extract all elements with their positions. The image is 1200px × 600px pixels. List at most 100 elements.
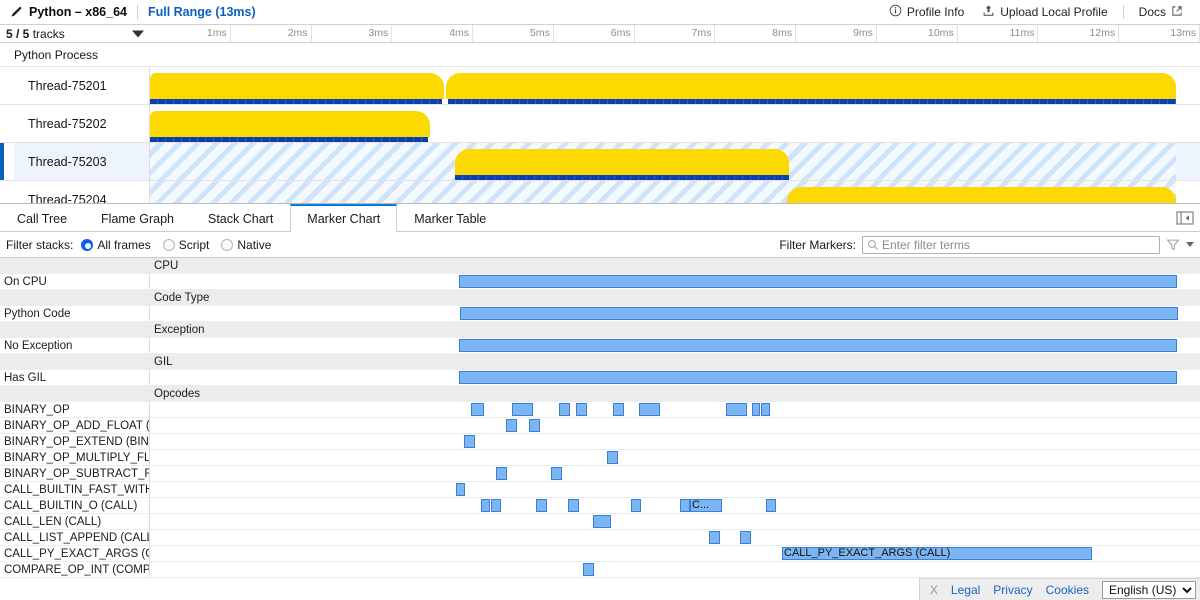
full-range-button[interactable]: Full Range (13ms) — [147, 5, 256, 19]
marker-row[interactable]: COMPARE_OP_INT (COMPA... — [0, 562, 1200, 578]
marker-row-track[interactable] — [150, 338, 1200, 353]
marker-row[interactable]: BINARY_OP_ADD_FLOAT (B... — [0, 418, 1200, 434]
marker-bar[interactable] — [496, 467, 507, 480]
marker-bar[interactable] — [593, 515, 611, 528]
marker-row-track[interactable] — [150, 530, 1200, 545]
marker-bar[interactable] — [639, 403, 660, 416]
marker-bar[interactable] — [583, 563, 594, 576]
legal-link[interactable]: Legal — [950, 582, 981, 597]
marker-row-track[interactable] — [150, 450, 1200, 465]
search-input[interactable] — [879, 236, 1159, 253]
marker-row[interactable]: BINARY_OP_SUBTRACT_FL... — [0, 466, 1200, 482]
marker-row[interactable]: BINARY_OP_EXTEND (BINA... — [0, 434, 1200, 450]
marker-bar[interactable] — [576, 403, 587, 416]
marker-bar[interactable] — [471, 403, 484, 416]
track-row[interactable]: Thread-75203 — [0, 143, 1200, 181]
marker-row[interactable]: Has GIL — [0, 370, 1200, 386]
marker-bar[interactable] — [551, 467, 562, 480]
tab-stack-chart[interactable]: Stack Chart — [207, 211, 274, 226]
marker-bar[interactable] — [456, 483, 465, 496]
marker-bar[interactable] — [766, 499, 776, 512]
marker-row-track[interactable] — [150, 562, 1200, 577]
chevron-down-icon[interactable] — [132, 30, 144, 37]
radio-script[interactable]: Script — [162, 238, 209, 252]
marker-bar[interactable] — [459, 275, 1177, 288]
radio-indicator[interactable] — [162, 238, 175, 251]
marker-row-track[interactable] — [150, 514, 1200, 529]
radio-all-frames[interactable]: All frames — [81, 238, 151, 252]
marker-row[interactable]: BINARY_OP — [0, 402, 1200, 418]
marker-bar[interactable] — [536, 499, 547, 512]
marker-row-track[interactable] — [150, 434, 1200, 449]
marker-bar[interactable] — [506, 419, 517, 432]
marker-bar[interactable] — [752, 403, 760, 416]
funnel-icon[interactable] — [1166, 238, 1180, 252]
marker-row[interactable]: CALL_LIST_APPEND (CALL) — [0, 530, 1200, 546]
sidebar-toggle-icon[interactable] — [1176, 210, 1194, 225]
marker-bar[interactable] — [460, 307, 1178, 320]
marker-bar[interactable] — [761, 403, 770, 416]
chevron-down-icon[interactable] — [1186, 242, 1194, 247]
marker-bar[interactable] — [459, 371, 1177, 384]
language-select[interactable]: English (US) — [1102, 580, 1196, 599]
radio-native[interactable]: Native — [221, 238, 271, 252]
marker-row[interactable]: CALL_PY_EXACT_ARGS (C... CALL_PY_EXACT_AR… — [0, 546, 1200, 562]
marker-row-track[interactable] — [150, 482, 1200, 497]
profile-info-button[interactable]: Profile Info — [880, 1, 973, 23]
close-icon[interactable]: X — [929, 582, 938, 597]
track-activity-graph[interactable] — [150, 67, 1200, 104]
marker-bar[interactable] — [481, 499, 490, 512]
radio-indicator[interactable] — [81, 238, 94, 251]
track-activity-graph[interactable] — [150, 143, 1200, 180]
marker-bar[interactable] — [529, 419, 540, 432]
docs-button[interactable]: Docs — [1130, 2, 1192, 23]
radio-indicator[interactable] — [221, 238, 234, 251]
marker-row-track[interactable]: C... — [150, 498, 1200, 513]
marker-bar[interactable] — [726, 403, 747, 416]
marker-row-track[interactable] — [150, 274, 1200, 289]
marker-row[interactable]: Python Code — [0, 306, 1200, 322]
track-row[interactable]: Thread-75202 — [0, 105, 1200, 143]
marker-row-track[interactable] — [150, 466, 1200, 481]
marker-bar[interactable] — [631, 499, 641, 512]
track-row[interactable]: Thread-75204 — [0, 181, 1200, 203]
track-row[interactable]: Thread-75201 — [0, 67, 1200, 105]
marker-bar[interactable] — [680, 499, 690, 512]
marker-row[interactable]: No Exception — [0, 338, 1200, 354]
marker-bar[interactable] — [709, 531, 720, 544]
marker-row-track[interactable] — [150, 402, 1200, 417]
marker-bar[interactable] — [740, 531, 751, 544]
marker-bar[interactable]: CALL_PY_EXACT_ARGS (CALL) — [782, 547, 1092, 560]
marker-bar[interactable]: C... — [690, 499, 722, 512]
tab-marker-chart[interactable]: Marker Chart — [290, 204, 398, 232]
sample-strip — [448, 99, 1176, 104]
track-activity-graph[interactable] — [150, 105, 1200, 142]
marker-bar[interactable] — [459, 339, 1177, 352]
marker-bar[interactable] — [559, 403, 570, 416]
marker-row-track[interactable] — [150, 418, 1200, 433]
marker-bar[interactable] — [568, 499, 579, 512]
marker-bar[interactable] — [491, 499, 501, 512]
marker-row[interactable]: BINARY_OP_MULTIPLY_FL... — [0, 450, 1200, 466]
marker-row-track[interactable] — [150, 306, 1200, 321]
track-activity-graph[interactable] — [150, 181, 1200, 203]
upload-local-profile-button[interactable]: Upload Local Profile — [973, 1, 1116, 23]
marker-row[interactable]: On CPU — [0, 274, 1200, 290]
tracks-selector[interactable]: 5 / 5 tracks — [0, 25, 150, 42]
marker-row[interactable]: CALL_BUILTIN_FAST_WITH... — [0, 482, 1200, 498]
privacy-link[interactable]: Privacy — [993, 582, 1033, 597]
marker-row[interactable]: CALL_BUILTIN_O (CALL) C... — [0, 498, 1200, 514]
pencil-icon[interactable] — [10, 6, 23, 19]
tab-marker-table[interactable]: Marker Table — [414, 211, 487, 226]
marker-bar[interactable] — [512, 403, 533, 416]
marker-row[interactable]: CALL_LEN (CALL) — [0, 514, 1200, 530]
marker-bar[interactable] — [464, 435, 475, 448]
marker-row-track[interactable] — [150, 370, 1200, 385]
marker-bar[interactable] — [607, 451, 618, 464]
marker-row-track[interactable]: CALL_PY_EXACT_ARGS (CALL) — [150, 546, 1200, 561]
marker-bar[interactable] — [613, 403, 624, 416]
tab-call-tree[interactable]: Call Tree — [17, 211, 68, 226]
tab-flame-graph[interactable]: Flame Graph — [101, 211, 174, 226]
cookies-link[interactable]: Cookies — [1045, 582, 1089, 597]
marker-search-wrapper[interactable] — [862, 235, 1160, 254]
